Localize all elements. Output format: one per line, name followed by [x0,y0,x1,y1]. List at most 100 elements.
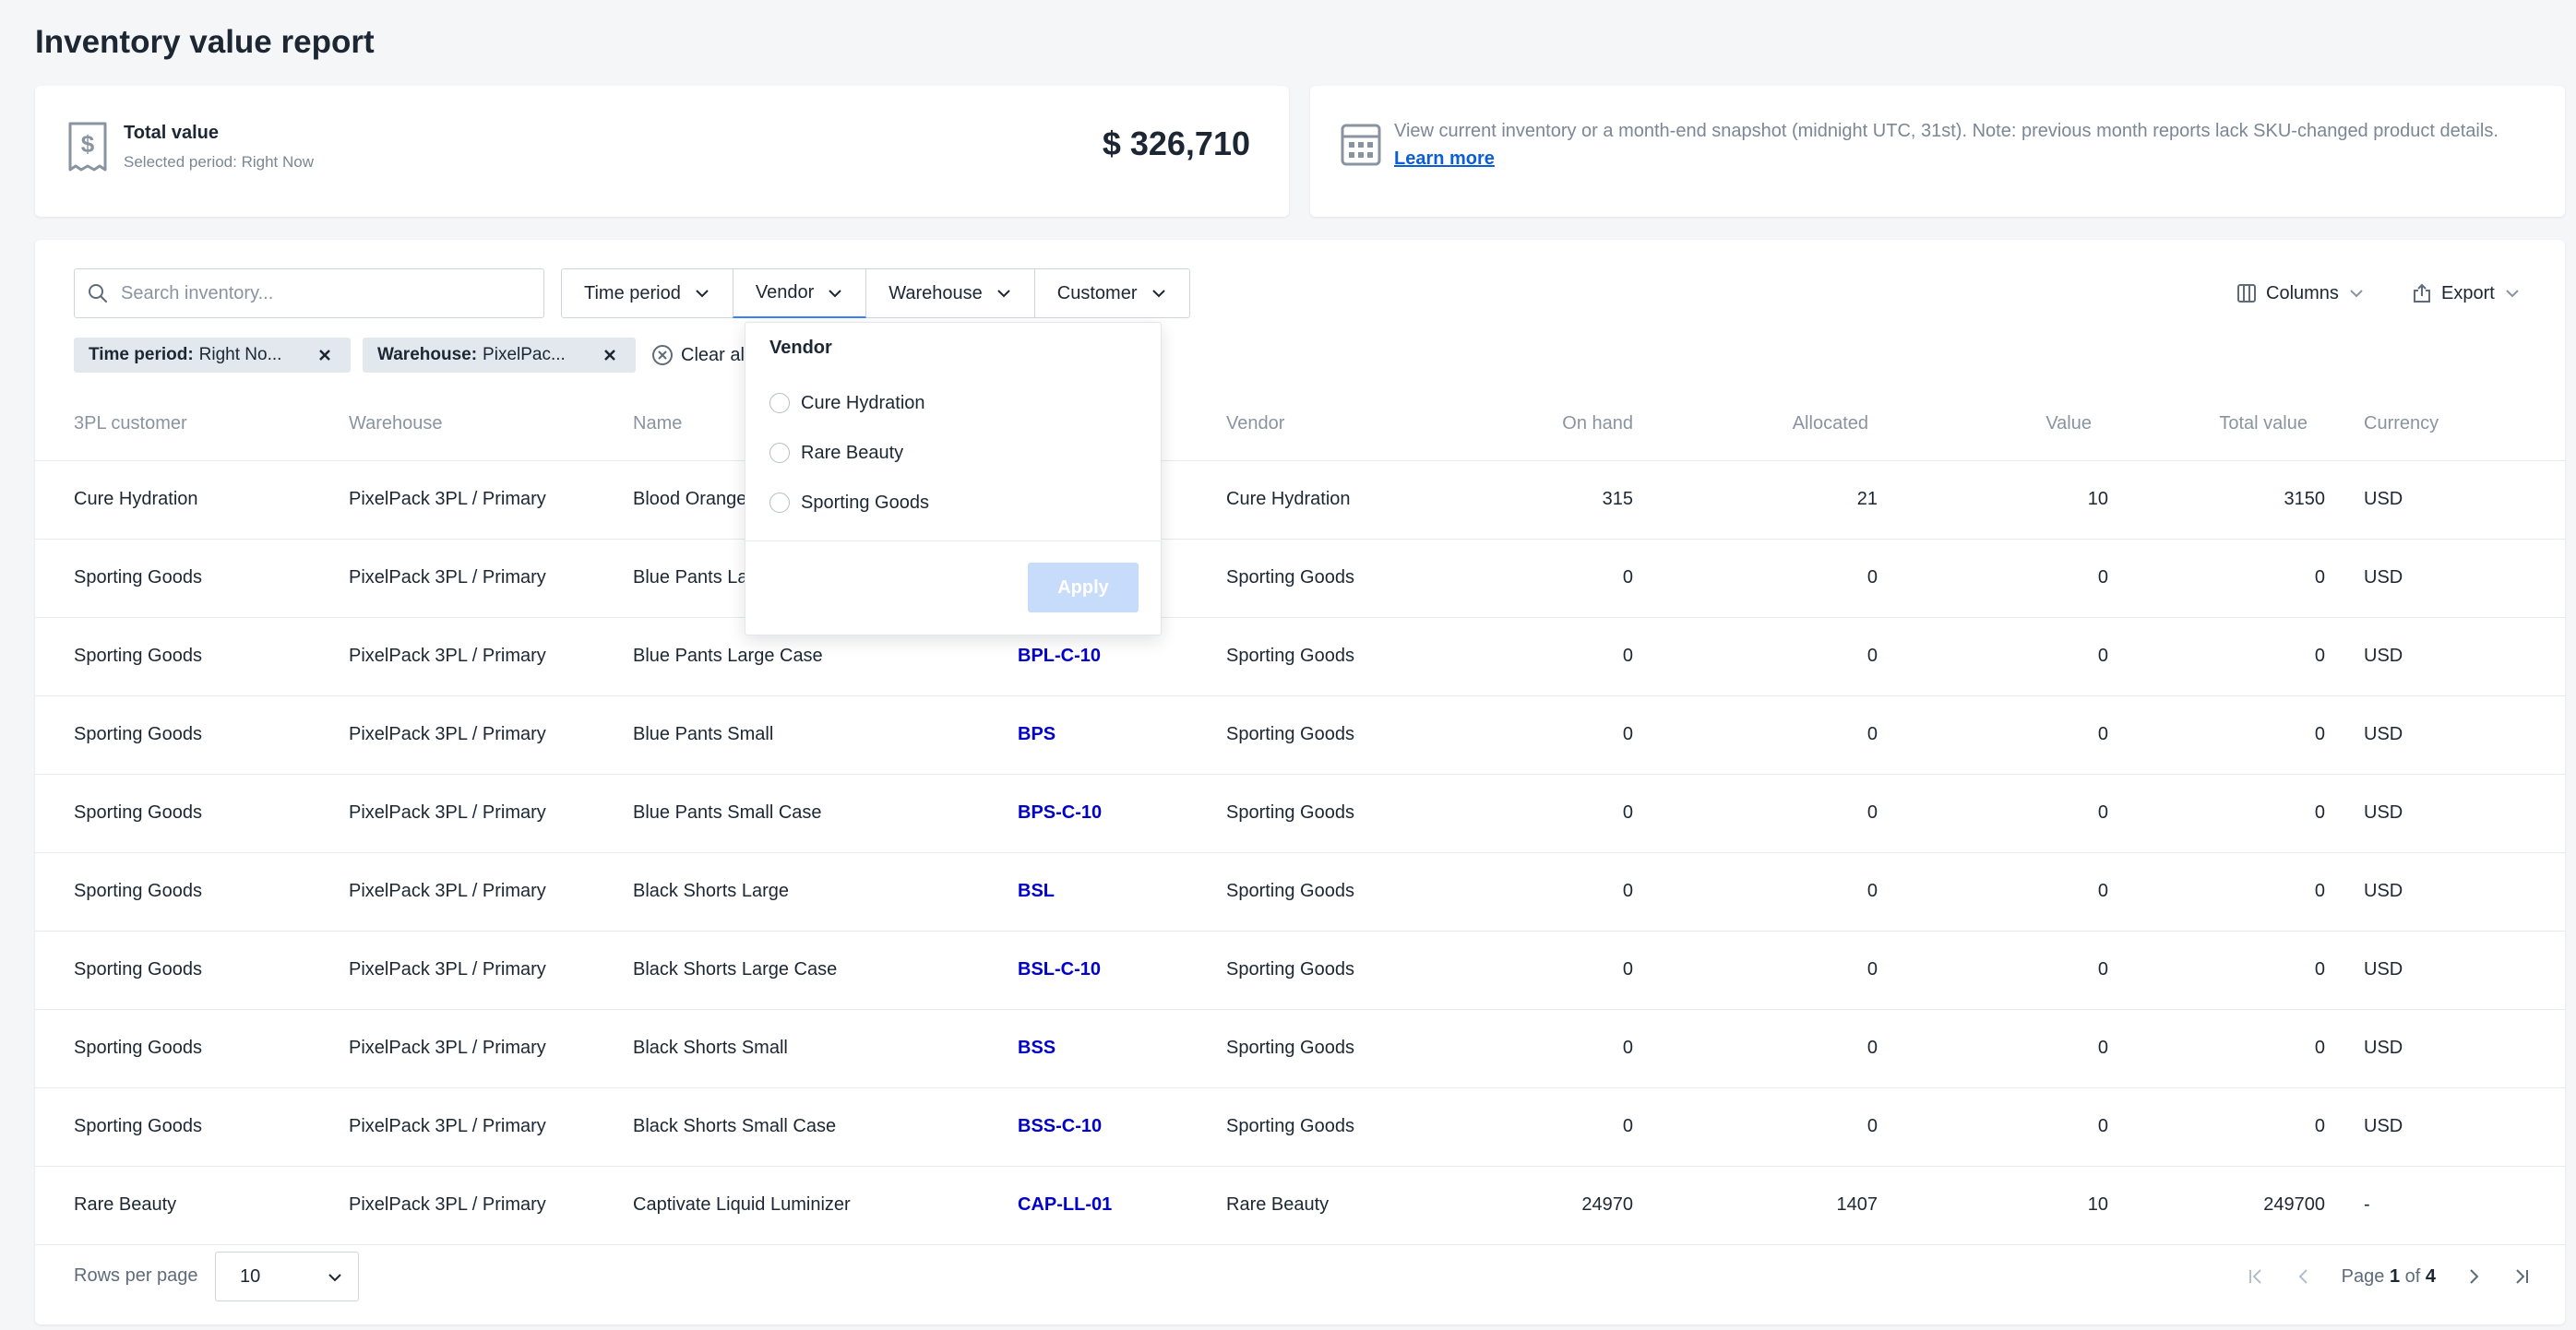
name-cell: Blood Orange [633,489,747,509]
allocated-cell: 21 [1856,489,1878,509]
vendor-option-rare-beauty[interactable]: Rare Beauty [769,439,903,467]
radio-button[interactable] [769,443,790,463]
currency-cell: USD [2364,802,2403,823]
table-row[interactable]: Sporting Goods PixelPack 3PL / Primary Bla… [35,853,2565,932]
total-value-cell: 0 [2314,1116,2325,1136]
page-of: of [2404,1265,2421,1287]
columns-label: Columns [2266,282,2339,303]
table-row[interactable]: Cure Hydration PixelPack 3PL / Primary Blo… [35,461,2565,540]
table-row[interactable]: Sporting Goods PixelPack 3PL / Primary Bla… [35,932,2565,1010]
table-row[interactable]: Sporting Goods PixelPack 3PL / Primary Blu… [35,540,2565,618]
currency-cell: USD [2364,724,2403,744]
radio-button[interactable] [769,493,790,513]
columns-button[interactable]: Columns [2236,268,2365,318]
svg-text:$: $ [81,130,95,158]
chip-key: Warehouse: [377,345,478,364]
vendor-option-cure-hydration[interactable]: Cure Hydration [769,389,925,417]
receipt-dollar-icon: $ [68,122,107,172]
on-hand-cell: 0 [1622,881,1633,901]
warehouse-chip: Warehouse: PixelPac... [363,338,636,373]
vendor-filter[interactable]: Vendor [732,268,867,318]
value-cell: 0 [2097,646,2108,666]
radio-button[interactable] [769,393,790,413]
table-row[interactable]: Rare Beauty PixelPack 3PL / Primary Captiv… [35,1167,2565,1245]
sku-link[interactable]: BPL-C-10 [1018,646,1102,666]
page-indicator: Page 1 of 4 [2342,1266,2436,1288]
column-header-total-value[interactable]: Total value [2219,413,2308,433]
export-label: Export [2441,282,2495,303]
warehouse-filter[interactable]: Warehouse [865,268,1035,318]
total-value-cell: 0 [2314,802,2325,823]
table-row[interactable]: Sporting Goods PixelPack 3PL / Primary Blu… [35,618,2565,696]
sku-link[interactable]: BPS-C-10 [1018,802,1103,823]
customer-filter[interactable]: Customer [1033,268,1190,318]
clear-all-button[interactable]: Clear al [651,338,745,373]
customer-cell: Sporting Goods [74,724,202,744]
close-icon[interactable] [601,346,619,364]
close-icon[interactable] [316,346,334,364]
on-hand-cell: 24970 [1581,1194,1633,1215]
total-value-cell: 249700 [2263,1194,2325,1215]
column-header-name[interactable]: Name [633,413,683,433]
search-input[interactable] [121,269,527,317]
previous-page-icon[interactable] [2294,1266,2314,1287]
currency-cell: USD [2364,1116,2403,1136]
export-button[interactable]: Export [2412,268,2521,318]
learn-more-link[interactable]: Learn more [1394,148,1495,169]
column-header-currency[interactable]: Currency [2364,413,2439,433]
sku-link[interactable]: BSS-C-10 [1018,1116,1103,1136]
table-header: 3PL customer Warehouse Name Vendor On ha… [35,387,2565,461]
sku-link[interactable]: BPS [1018,724,1056,744]
on-hand-cell: 0 [1622,646,1633,666]
name-cell: Black Shorts Small Case [633,1116,837,1136]
first-page-icon[interactable] [2246,1266,2266,1287]
chevron-down-icon [696,290,709,298]
page-prefix: Page [2341,1265,2385,1287]
value-cell: 0 [2097,567,2108,588]
currency-cell: USD [2364,567,2403,588]
currency-cell: USD [2364,881,2403,901]
currency-cell: - [2364,1194,2370,1215]
time-period-filter[interactable]: Time period [561,268,733,318]
total-value-cell: 0 [2314,1038,2325,1058]
table-row[interactable]: Sporting Goods PixelPack 3PL / Primary Blu… [35,775,2565,853]
table-row[interactable]: Sporting Goods PixelPack 3PL / Primary Bla… [35,1088,2565,1167]
apply-button[interactable]: Apply [1028,563,1139,612]
vendor-cell: Sporting Goods [1226,567,1354,588]
rows-per-page-select[interactable]: 10 [215,1252,359,1301]
chip-value: Right No... [198,345,282,364]
total-value-cell: 0 [2314,959,2325,980]
column-header-vendor[interactable]: Vendor [1226,413,1285,433]
currency-cell: USD [2364,489,2403,509]
vendor-dropdown: Vendor Cure Hydration Rare Beauty Sporti… [745,322,1162,635]
on-hand-cell: 0 [1622,802,1633,823]
total-value-cell: 3150 [2284,489,2326,509]
sku-link[interactable]: BSL [1018,881,1055,901]
on-hand-cell: 0 [1622,959,1633,980]
warehouse-cell: PixelPack 3PL / Primary [349,881,546,901]
column-header-on-hand[interactable]: On hand [1562,413,1633,433]
column-header-allocated[interactable]: Allocated [1792,413,1868,433]
last-page-icon[interactable] [2511,1266,2532,1287]
vendor-option-sporting-goods[interactable]: Sporting Goods [769,489,929,517]
chevron-down-icon [2506,290,2519,298]
info-description: View current inventory or a month-end sn… [1394,121,2498,141]
customer-filter-label: Customer [1056,282,1138,303]
column-header-customer[interactable]: 3PL customer [74,413,187,433]
table-row[interactable]: Sporting Goods PixelPack 3PL / Primary Blu… [35,696,2565,775]
chevron-down-icon [328,1274,341,1282]
column-header-value[interactable]: Value [2045,413,2092,433]
sku-link[interactable]: BSL-C-10 [1018,959,1102,980]
table-row[interactable]: Sporting Goods PixelPack 3PL / Primary Bla… [35,1010,2565,1088]
sku-link[interactable]: BSS [1018,1038,1056,1058]
rows-per-page-value: 10 [240,1265,261,1287]
time-period-filter-label: Time period [584,282,681,303]
next-page-icon[interactable] [2463,1266,2484,1287]
column-header-warehouse[interactable]: Warehouse [349,413,443,433]
table-body: Cure Hydration PixelPack 3PL / Primary Blo… [35,461,2565,1245]
total-value-amount: $ 326,710 [1102,125,1250,162]
sku-link[interactable]: CAP-LL-01 [1018,1194,1113,1215]
chevron-down-icon [2350,290,2363,298]
allocated-cell: 0 [1866,1038,1878,1058]
value-cell: 10 [2087,1194,2108,1215]
